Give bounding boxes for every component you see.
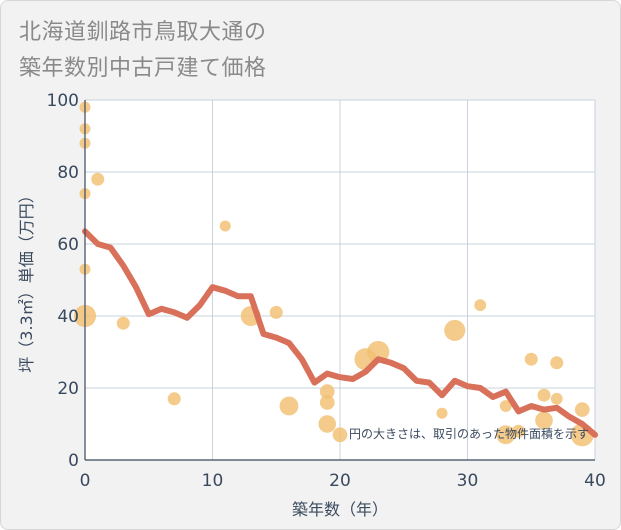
bubble-point (279, 396, 299, 416)
bubble-point (332, 427, 348, 443)
bubble-point (499, 400, 512, 412)
bubble-size-note: 円の大きさは、取引のあった物件面積を示す (349, 426, 589, 441)
bubble-point (167, 392, 181, 406)
bubble-point (91, 172, 105, 186)
bubble-point (496, 425, 516, 445)
bubble-point (318, 415, 337, 433)
x-axis-label: 築年数（年） (292, 500, 388, 519)
bubble-point (367, 340, 390, 364)
y-axis-label: 坪（3.3㎡）単価（万円） (17, 187, 36, 372)
bubble-point (524, 352, 538, 366)
x-tick-label: 30 (457, 471, 479, 491)
x-tick-label: 0 (80, 471, 91, 491)
bubble-point (444, 319, 466, 341)
bubble-point (550, 392, 563, 405)
tick-labels: 0 20 40 60 80 100 0 10 20 30 40 (47, 91, 606, 491)
chart-title: 北海道釧路市鳥取大通の 築年数別中古戸建て価格 (19, 15, 267, 87)
bubble-point (550, 356, 564, 370)
y-tick-label: 0 (68, 451, 79, 471)
y-tick-label: 100 (47, 91, 79, 111)
chart-title-line1: 北海道釧路市鳥取大通の (19, 20, 267, 45)
bubble-point (219, 220, 231, 232)
x-tick-label: 20 (329, 471, 351, 491)
bubble-point (511, 424, 526, 438)
bubble-point (319, 384, 335, 399)
bubble-series (73, 101, 594, 447)
x-tick-label: 10 (202, 471, 224, 491)
y-tick-label: 20 (57, 379, 79, 399)
bubble-point (537, 388, 551, 402)
bubble-point (574, 402, 590, 417)
bubble-point (474, 299, 487, 312)
bubble-point (269, 305, 283, 319)
y-tick-label: 60 (57, 235, 79, 255)
y-tick-label: 40 (57, 307, 79, 327)
bubble-point (319, 395, 335, 410)
trend-line (82, 228, 598, 438)
axes (84, 100, 595, 461)
x-tick-label: 40 (584, 471, 606, 491)
bubble-point (535, 411, 553, 430)
chart-title-line2: 築年数別中古戸建て価格 (19, 56, 267, 81)
y-tick-label: 80 (57, 163, 79, 183)
bubble-point (116, 316, 130, 330)
bubble-point (436, 407, 448, 419)
